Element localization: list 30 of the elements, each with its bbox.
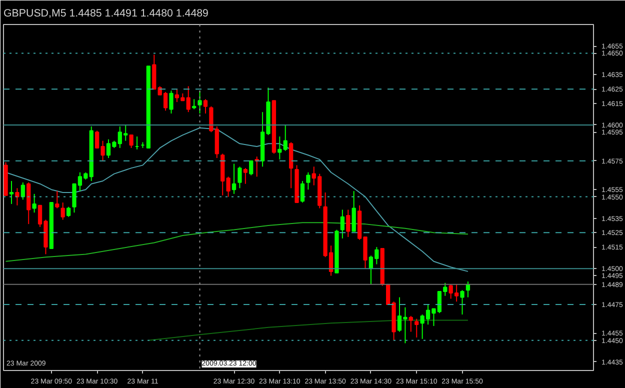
line-series xyxy=(5,222,468,262)
candlestick xyxy=(20,182,25,200)
candlestick xyxy=(186,86,190,113)
candlestick xyxy=(352,190,356,232)
candlestick xyxy=(9,180,14,204)
candlestick xyxy=(169,90,174,114)
candlestick xyxy=(283,124,288,152)
candlestick xyxy=(203,98,208,114)
candlestick xyxy=(414,318,419,338)
candlestick xyxy=(346,209,350,238)
candlestick xyxy=(232,163,236,194)
candlestick xyxy=(32,193,36,214)
candlestick xyxy=(300,180,305,204)
candlestick xyxy=(192,98,196,110)
candlestick xyxy=(408,315,413,332)
candlestick xyxy=(278,136,282,160)
candlestick xyxy=(238,166,242,189)
candlestick xyxy=(306,172,310,190)
candlestick xyxy=(443,282,448,296)
chart-title: GBPUSD,M5 1.4485 1.4491 1.4480 1.4489 xyxy=(4,8,209,20)
candlestick xyxy=(129,134,134,148)
line-series xyxy=(5,127,468,272)
candlestick xyxy=(66,206,71,218)
candlestick xyxy=(340,209,345,239)
candlestick xyxy=(60,202,65,220)
candlestick xyxy=(460,290,464,316)
candlestick xyxy=(249,160,254,176)
candlestick xyxy=(55,190,60,209)
candlestick xyxy=(243,168,248,184)
candlestick xyxy=(15,188,20,206)
